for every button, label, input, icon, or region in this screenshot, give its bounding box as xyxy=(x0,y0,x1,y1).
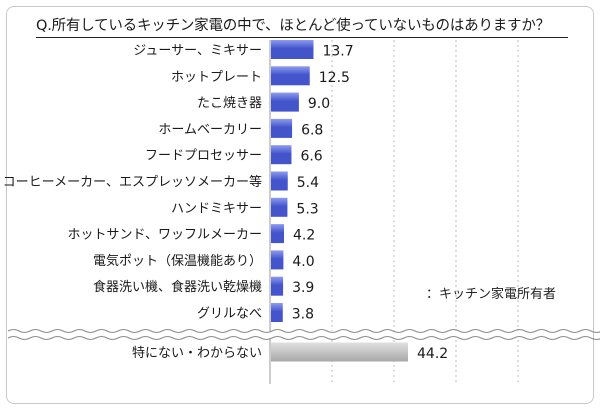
value-label: 4.0 xyxy=(292,254,314,270)
value-label: 12.5 xyxy=(319,70,350,86)
category-label-other: 特にない・わからない xyxy=(132,346,262,361)
value-label: 13.7 xyxy=(322,44,353,60)
bar xyxy=(271,171,288,191)
bar xyxy=(271,66,310,86)
axis-break-line xyxy=(7,328,600,334)
category-label: たこ焼き器 xyxy=(197,96,262,111)
bar xyxy=(271,197,288,217)
category-label: ホームベーカリー xyxy=(158,122,262,137)
category-label: ホットサンド、ワッフルメーカー xyxy=(68,228,262,243)
value-label: 9.0 xyxy=(308,96,330,112)
category-label: 電気ポット（保温機能あり） xyxy=(93,253,262,269)
chart-annotation: ：キッチン家電所有者 xyxy=(426,287,557,302)
chart-title: Q.所有しているキッチン家電の中で、ほとんど使っていないものはありますか？ xyxy=(36,14,568,38)
category-label: グリルなべ xyxy=(197,307,262,322)
bar xyxy=(271,92,299,112)
category-label: ジューサー、ミキサー xyxy=(133,44,262,59)
bar xyxy=(271,250,284,270)
value-label: 5.3 xyxy=(296,201,318,217)
axis-break-line xyxy=(7,335,600,341)
category-label: ハンドミキサー xyxy=(171,201,262,216)
category-label: フードプロセッサー xyxy=(145,149,262,164)
bar xyxy=(271,303,283,322)
value-label-other: 44.2 xyxy=(417,346,448,362)
value-label: 6.8 xyxy=(301,122,323,138)
value-label: 3.9 xyxy=(292,280,314,296)
category-label: コーヒーメーカー、エスプレッソメーカー等 xyxy=(3,174,262,190)
bar xyxy=(271,224,285,244)
bar xyxy=(271,145,292,165)
value-label: 6.6 xyxy=(300,149,322,165)
bar-other xyxy=(271,342,409,362)
category-label: ホットプレート xyxy=(171,70,262,85)
bar xyxy=(271,118,293,138)
bar xyxy=(271,276,284,296)
category-label: 食器洗い機、食器洗い乾燥機 xyxy=(93,279,262,295)
value-label: 3.8 xyxy=(292,307,314,323)
value-label: 4.2 xyxy=(293,228,315,244)
value-label: 5.4 xyxy=(297,175,319,191)
bar xyxy=(271,40,314,59)
